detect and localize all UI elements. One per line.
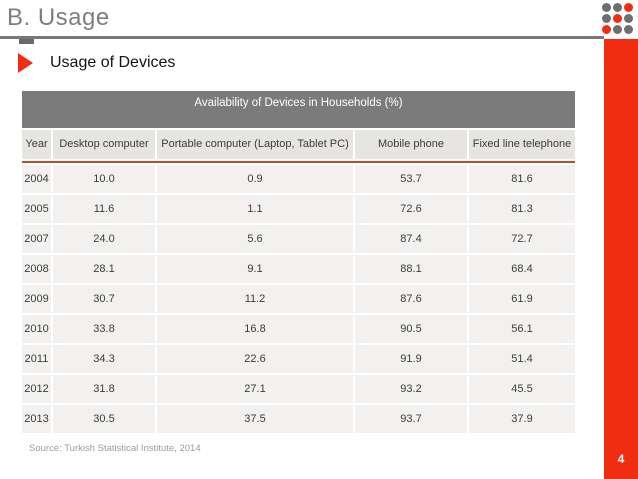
table-cell: 28.1 (53, 255, 155, 283)
header-cell: Year (22, 130, 51, 159)
table-cell: 2013 (22, 405, 51, 433)
table-cell: 81.6 (469, 165, 575, 193)
table-cell: 2010 (22, 315, 51, 343)
table-cell: 2007 (22, 225, 51, 253)
table-cell: 11.2 (157, 285, 353, 313)
header-cell: Portable computer (Laptop, Tablet PC) (157, 130, 353, 159)
table-cell: 2009 (22, 285, 51, 313)
horizontal-rule (0, 36, 604, 39)
table-row: 2004 10.0 0.9 53.7 81.6 (22, 165, 575, 193)
section-label: Usage of Devices (50, 54, 176, 71)
table-cell: 22.6 (157, 345, 353, 373)
table-cell: 0.9 (157, 165, 353, 193)
table-row: 2007 24.0 5.6 87.4 72.7 (22, 225, 575, 253)
table-row: 2013 30.5 37.5 93.7 37.9 (22, 405, 575, 433)
table-body: 2004 10.0 0.9 53.7 81.6 2005 11.6 1.1 72.6 81.3 20… (22, 165, 575, 433)
logo-dot (602, 25, 611, 34)
table-cell: 90.5 (355, 315, 467, 343)
header-underline (22, 161, 575, 163)
table-cell: 81.3 (469, 195, 575, 223)
red-sidebar: 4 (604, 39, 638, 479)
header-cell: Fixed line telephone (469, 130, 575, 159)
page-number: 4 (617, 452, 625, 466)
table-cell: 2012 (22, 375, 51, 403)
table-row: 2005 11.6 1.1 72.6 81.3 (22, 195, 575, 223)
table-cell: 72.6 (355, 195, 467, 223)
logo-dot (624, 25, 633, 34)
header-cell: Mobile phone (355, 130, 467, 159)
table-cell: 93.2 (355, 375, 467, 403)
source-note: Source: Turkish Statistical Institute, 2… (29, 443, 201, 454)
table-row: 2012 31.8 27.1 93.2 45.5 (22, 375, 575, 403)
table-cell: 87.4 (355, 225, 467, 253)
table-row: 2009 30.7 11.2 87.6 61.9 (22, 285, 575, 313)
table-cell: 37.5 (157, 405, 353, 433)
table-cell: 72.7 (469, 225, 575, 253)
table-cell: 30.5 (53, 405, 155, 433)
table-cell: 91.9 (355, 345, 467, 373)
logo-dot (613, 14, 622, 23)
table-cell: 33.8 (53, 315, 155, 343)
table-header-row: Year Desktop computer Portable computer (L… (22, 130, 575, 159)
table-row: 2011 34.3 22.6 91.9 51.4 (22, 345, 575, 373)
table-cell: 88.1 (355, 255, 467, 283)
logo-dot (602, 14, 611, 23)
table-title: Availability of Devices in Households (%… (22, 91, 575, 128)
table-cell: 68.4 (469, 255, 575, 283)
table-cell: 1.1 (157, 195, 353, 223)
table-cell: 2008 (22, 255, 51, 283)
section-heading: Usage of Devices (18, 53, 175, 73)
triangle-bullet-icon (18, 53, 33, 73)
table-cell: 53.7 (355, 165, 467, 193)
logo-dot (613, 3, 622, 12)
table-cell: 37.9 (469, 405, 575, 433)
table-cell: 45.5 (469, 375, 575, 403)
devices-table: Availability of Devices in Households (%… (22, 91, 575, 435)
table-cell: 10.0 (53, 165, 155, 193)
logo-dot (624, 3, 633, 12)
table-cell: 2011 (22, 345, 51, 373)
table-cell: 27.1 (157, 375, 353, 403)
header-cell: Desktop computer (53, 130, 155, 159)
table-row: 2008 28.1 9.1 88.1 68.4 (22, 255, 575, 283)
rule-tab (19, 39, 34, 44)
slide-title: B. Usage (7, 4, 110, 31)
table-cell: 30.7 (53, 285, 155, 313)
logo-dot (613, 25, 622, 34)
table-cell: 16.8 (157, 315, 353, 343)
table-row: 2010 33.8 16.8 90.5 56.1 (22, 315, 575, 343)
table-cell: 2004 (22, 165, 51, 193)
table-cell: 87.6 (355, 285, 467, 313)
table-cell: 5.6 (157, 225, 353, 253)
table-cell: 31.8 (53, 375, 155, 403)
table-cell: 9.1 (157, 255, 353, 283)
table-cell: 34.3 (53, 345, 155, 373)
table-cell: 61.9 (469, 285, 575, 313)
table-cell: 24.0 (53, 225, 155, 253)
table-cell: 51.4 (469, 345, 575, 373)
table-cell: 56.1 (469, 315, 575, 343)
logo-dot (602, 3, 611, 12)
table-cell: 2005 (22, 195, 51, 223)
table-cell: 11.6 (53, 195, 155, 223)
dots-logo (602, 3, 633, 34)
table-cell: 93.7 (355, 405, 467, 433)
logo-dot (624, 14, 633, 23)
